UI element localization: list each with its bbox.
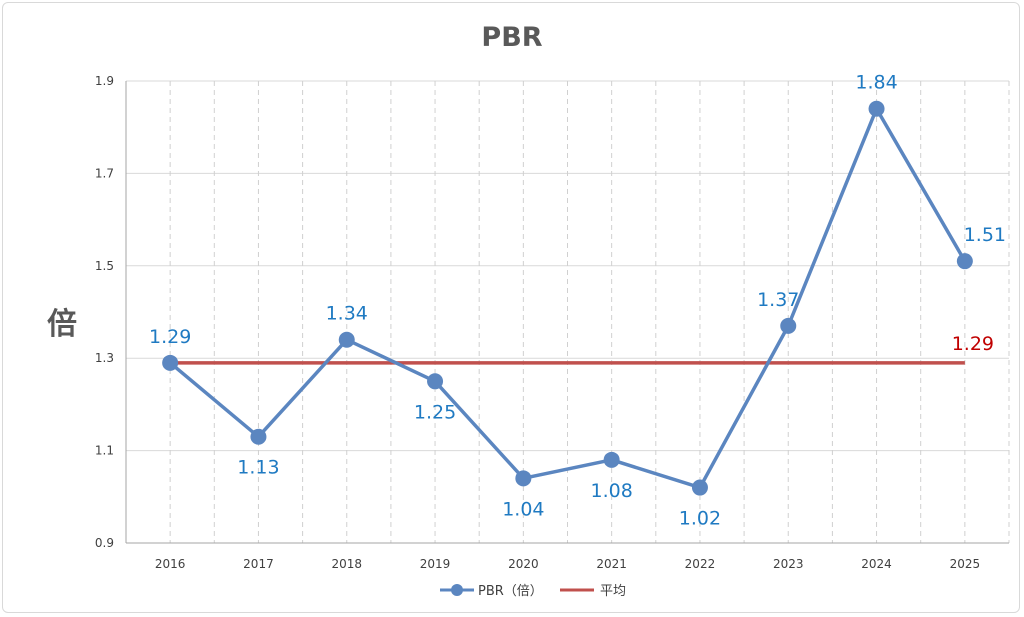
x-tick-label: 2017 [243,557,274,571]
legend-average-label: 平均 [600,584,626,599]
x-tick-label: 2024 [861,557,892,571]
average-data-label: 1.29 [952,333,994,355]
y-tick-label: 1.7 [95,166,114,180]
x-tick-label: 2025 [950,557,981,571]
pbr-point [603,451,620,468]
x-tick-labels: 2016 2017 2018 2019 2020 2021 2022 2023 2024 2025 [155,557,980,571]
legend-pbr-marker [451,584,463,596]
y-tick-labels: 0.9 1.1 1.3 1.5 1.7 1.9 [95,74,114,550]
x-tick-label: 2020 [508,557,539,571]
x-tick-label: 2021 [596,557,627,571]
y-tick-label: 1.9 [95,74,114,88]
pbr-data-label: 1.13 [237,457,279,479]
y-tick-label: 1.3 [95,351,114,365]
x-tick-label: 2019 [420,557,451,571]
axes [125,81,1009,544]
x-tick-label: 2018 [331,557,362,571]
pbr-line [169,106,967,490]
pbr-point [250,428,267,445]
legend: PBR（倍） 平均 [440,584,626,599]
pbr-point [868,100,885,117]
pbr-data-label: 1.29 [149,326,191,348]
x-tick-label: 2016 [155,557,186,571]
y-axis-label: 倍 [47,307,77,342]
pbr-point [691,479,708,496]
pbr-data-label: 1.51 [964,224,1006,246]
pbr-data-label: 1.04 [502,498,544,520]
pbr-point [515,470,532,487]
pbr-data-label: 1.08 [590,480,632,502]
y-tick-label: 1.1 [95,444,114,458]
pbr-point [780,317,797,334]
pbr-data-label: 1.25 [414,401,456,423]
y-tick-label: 0.9 [95,536,114,550]
pbr-point [956,253,973,270]
data-labels: 1.29 1.13 1.34 1.25 1.04 1.08 1.02 1.37 1.84 1.51… [149,72,1006,530]
pbr-data-label: 1.02 [679,508,721,530]
chart-title: PBR [481,22,542,53]
y-tick-label: 1.5 [95,259,114,273]
pbr-point [338,331,355,348]
series-layer [162,100,973,496]
pbr-data-label: 1.34 [326,303,368,325]
pbr-point [427,373,444,390]
pbr-data-label: 1.37 [757,289,799,311]
legend-pbr-label: PBR（倍） [478,584,543,599]
x-tick-label: 2023 [773,557,804,571]
pbr-point [162,354,179,371]
pbr-data-label: 1.84 [855,72,897,94]
x-tick-label: 2022 [685,557,716,571]
